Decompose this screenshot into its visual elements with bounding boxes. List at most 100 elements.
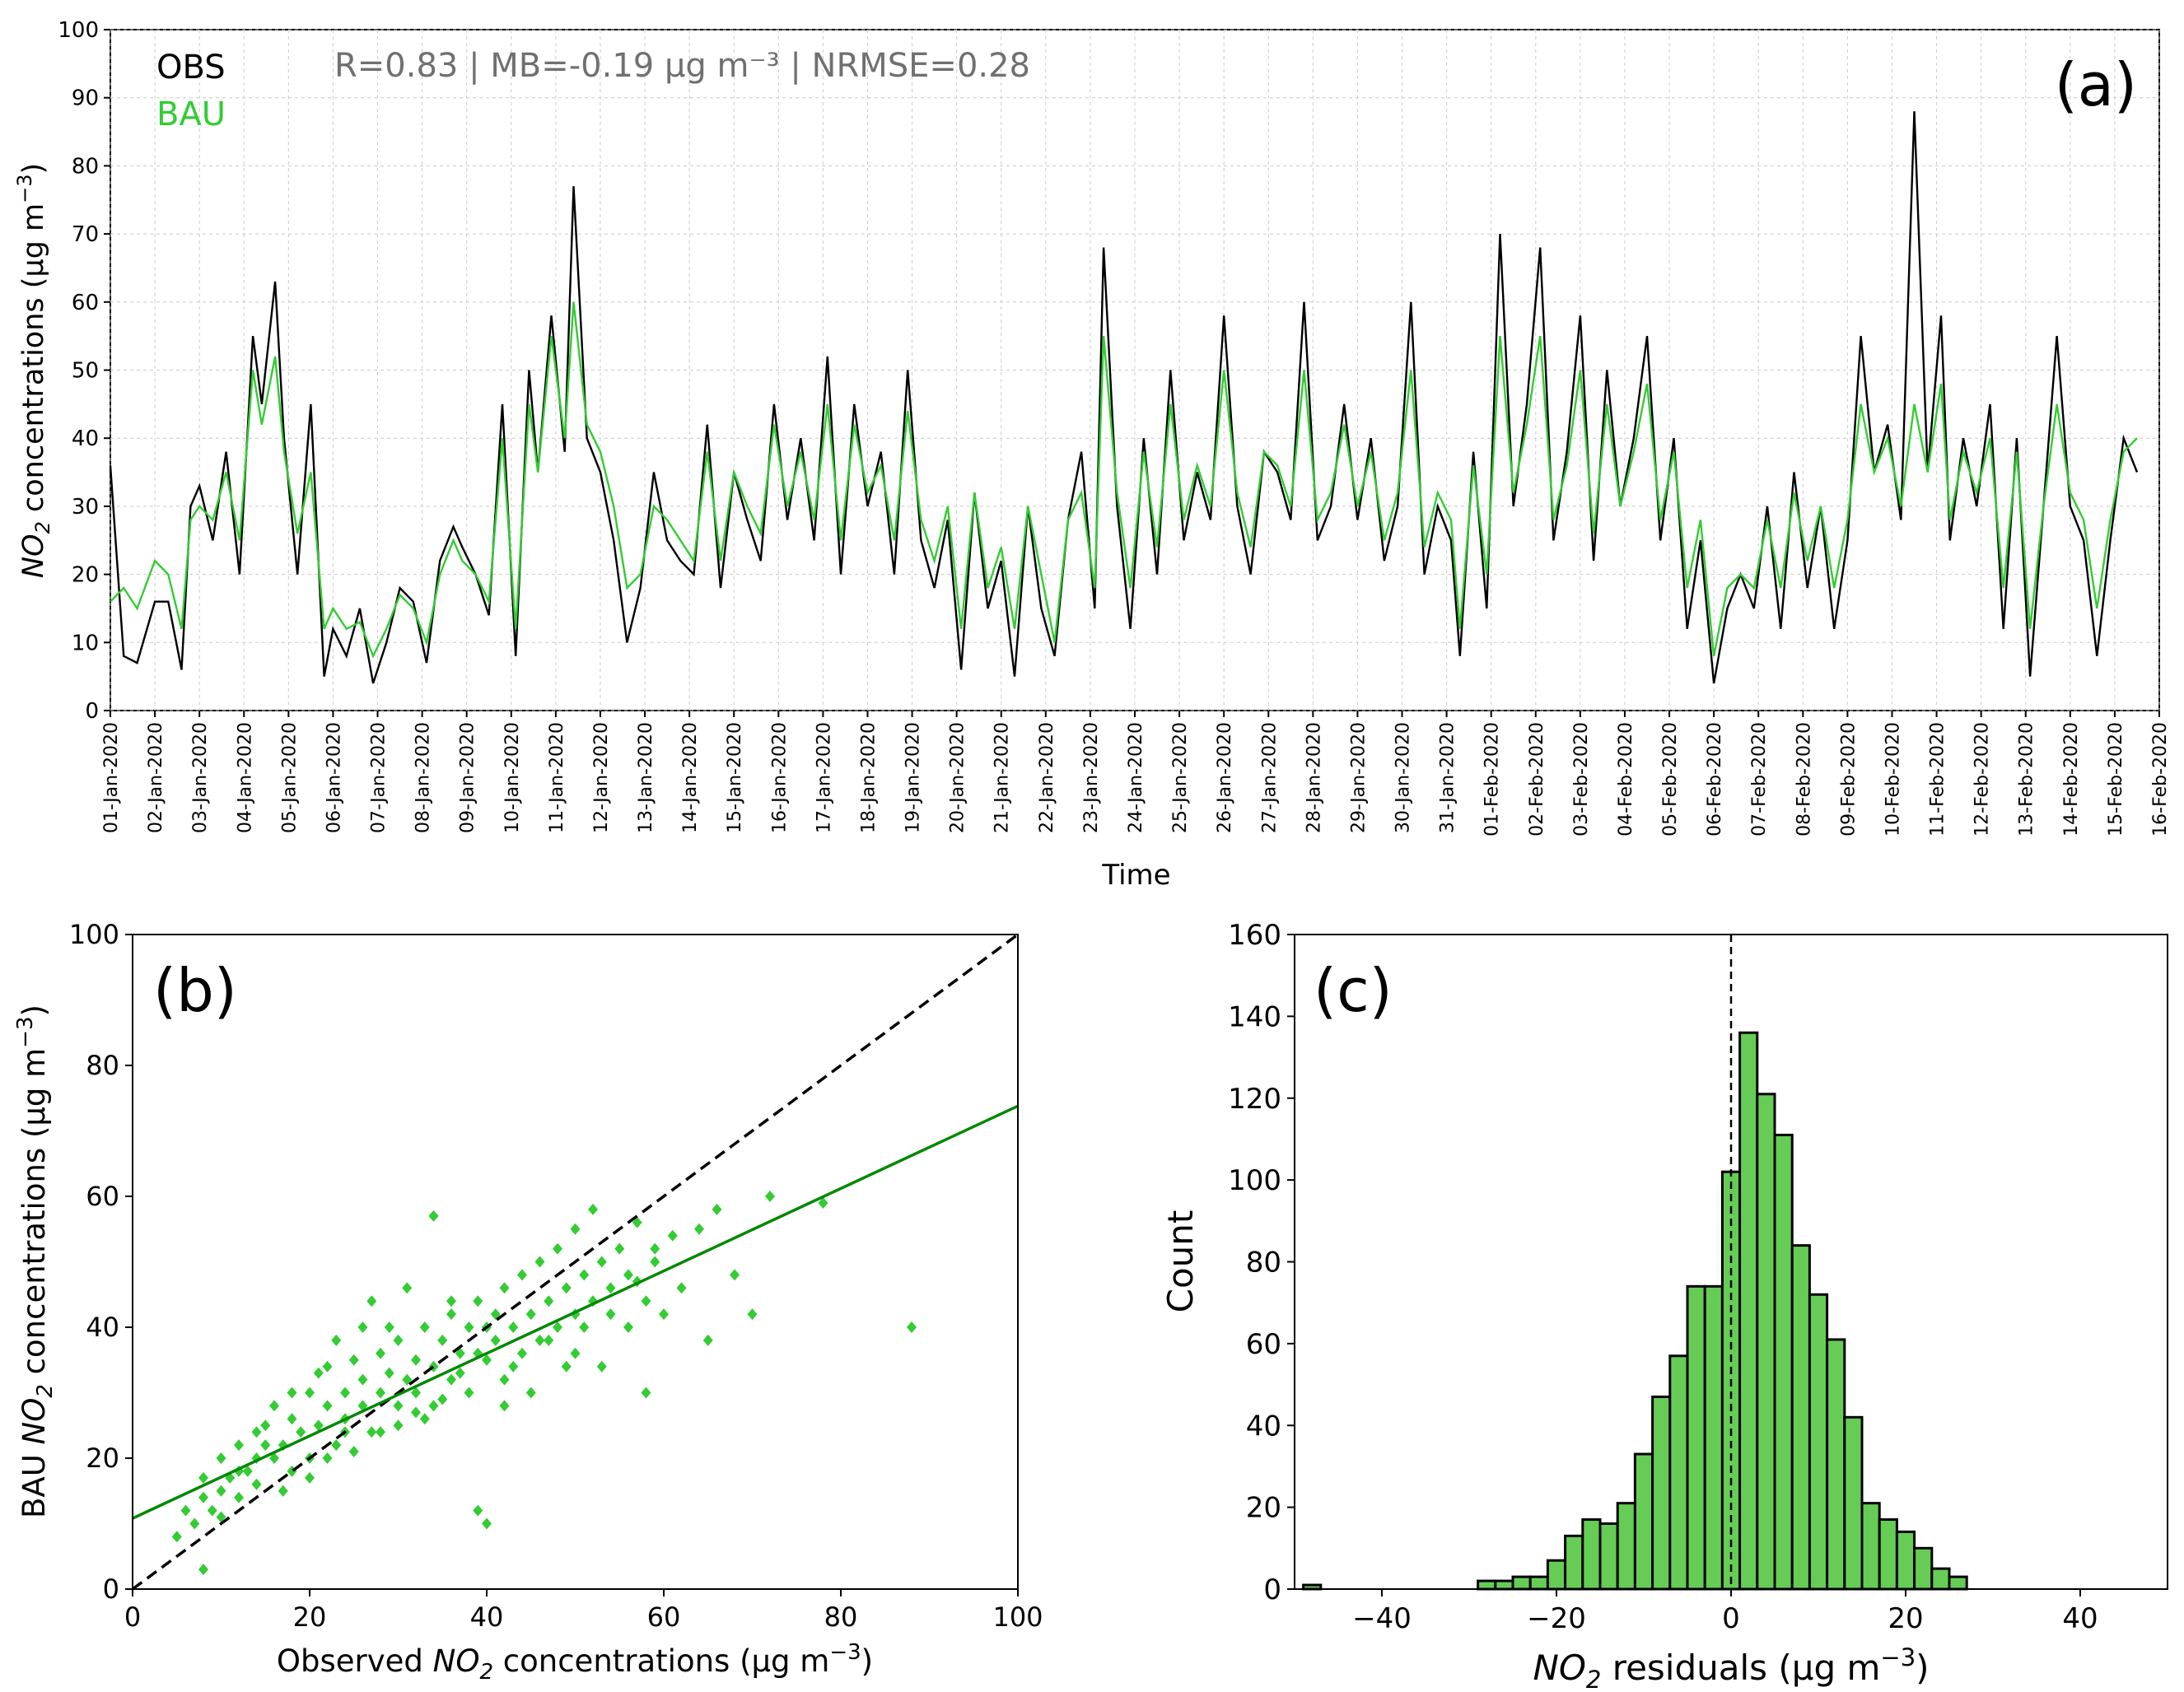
scatter-point-10 [234, 1439, 244, 1452]
histogram-bar-27 [1773, 1133, 1794, 1591]
a-xtick-label-14: 15-Jan-2020 [725, 722, 745, 833]
histogram-bar-11 [1494, 1579, 1514, 1591]
scatter-point-60 [534, 1334, 545, 1346]
c-ytick-label-5: 100 [1228, 1164, 1281, 1197]
scatter-point-6 [216, 1485, 226, 1497]
a-xtick-label-39: 09-Feb-2020 [1838, 722, 1859, 837]
a-xtick-label-10: 11-Jan-2020 [547, 722, 567, 833]
scatter-point-81 [676, 1282, 687, 1294]
a-ytick-label-9: 90 [72, 86, 99, 111]
scatter-point-33 [376, 1387, 385, 1399]
b-ytick-label-5: 100 [69, 919, 119, 950]
scatter-point-57 [517, 1347, 527, 1359]
scatter-point-106 [641, 1387, 651, 1399]
scatter-point-1 [180, 1504, 191, 1517]
c-ytick-label-1: 20 [1246, 1492, 1281, 1525]
panel-c-axes: −40 −20 0 20 40 0 20 40 60 80 100 120 140 160 [1228, 919, 2098, 1635]
a-xtick-label-37: 07-Feb-2020 [1749, 722, 1770, 837]
scatter-point-13 [251, 1478, 262, 1490]
a-ytick-label-10: 100 [58, 18, 99, 43]
scatter-point-64 [553, 1242, 562, 1255]
scatter-point-27 [340, 1387, 350, 1399]
a-xtick-label-11: 12-Jan-2020 [591, 722, 612, 833]
a-xtick-label-22: 23-Jan-2020 [1081, 722, 1102, 833]
panel-label-c: (c) [1314, 956, 1393, 1025]
scatter-point-54 [499, 1282, 510, 1294]
panel-c-histogram: −40 −20 0 20 40 0 20 40 60 80 100 120 140 160 (c) NO2… [1160, 919, 2168, 1692]
scatter-point-45 [446, 1373, 456, 1386]
c-ytick-label-2: 40 [1246, 1410, 1281, 1443]
a-xtick-label-13: 14-Jan-2020 [680, 722, 701, 833]
scatter-point-55 [499, 1373, 510, 1386]
bau-series-line [110, 301, 2138, 659]
a-xtick-label-19: 20-Jan-2020 [948, 722, 968, 833]
c-ytick-label-4: 80 [1246, 1247, 1281, 1279]
scatter-point-123 [490, 1308, 501, 1321]
a-xtick-label-3: 04-Jan-2020 [235, 722, 255, 833]
histogram-bar-25 [1738, 1031, 1759, 1591]
b-xtick-label-1: 20 [293, 1601, 327, 1633]
c-ytick-label-3: 60 [1246, 1328, 1281, 1361]
b-xtick-label-3: 60 [647, 1601, 681, 1633]
histogram-bar-28 [1790, 1244, 1811, 1591]
a-xtick-label-33: 03-Feb-2020 [1571, 722, 1592, 837]
scatter-point-93 [366, 1295, 377, 1307]
scatter-point-82 [694, 1223, 704, 1235]
scatter-point-101 [446, 1295, 456, 1307]
b-ytick-label-4: 80 [86, 1050, 119, 1081]
scatter-point-127 [579, 1321, 590, 1333]
a-xtick-label-43: 13-Feb-2020 [2017, 722, 2037, 837]
scatter-point-43 [428, 1400, 439, 1412]
scatter-point-38 [402, 1373, 413, 1386]
scatter-points [171, 1191, 917, 1576]
a-ytick-label-2: 20 [72, 563, 99, 588]
scatter-point-44 [437, 1334, 448, 1346]
regression-fit-line [132, 1104, 1019, 1520]
scatter-point-78 [650, 1256, 660, 1268]
scatter-point-99 [384, 1321, 394, 1333]
scatter-point-91 [482, 1517, 492, 1530]
a-xtick-label-32: 02-Feb-2020 [1527, 722, 1547, 837]
scatter-point-3 [198, 1491, 208, 1503]
histogram-bar-12 [1511, 1575, 1532, 1591]
scatter-point-104 [570, 1347, 581, 1359]
b-xtick-label-5: 100 [992, 1601, 1043, 1633]
scatter-point-100 [419, 1413, 430, 1425]
scatter-point-77 [641, 1295, 651, 1307]
a-xtick-label-2: 03-Jan-2020 [190, 722, 211, 833]
a-xtick-label-35: 05-Feb-2020 [1660, 722, 1681, 837]
histogram-bar-29 [1808, 1293, 1829, 1591]
c-xtick-label-3: 20 [1888, 1602, 1923, 1635]
a-ytick-label-8: 80 [72, 154, 99, 179]
histogram-bar-33 [1878, 1518, 1898, 1591]
stats-annotation: R=0.83 | MB=-0.19 μg m⁻³ | NRMSE=0.28 [334, 47, 1030, 85]
panel-label-b: (b) [153, 956, 237, 1025]
scatter-point-87 [765, 1191, 775, 1202]
scatter-point-88 [818, 1196, 828, 1209]
scatter-point-48 [464, 1387, 474, 1399]
scatter-point-90 [198, 1564, 208, 1576]
scatter-point-34 [376, 1347, 385, 1359]
a-xtick-label-0: 01-Jan-2020 [101, 722, 122, 833]
a-xtick-label-31: 01-Feb-2020 [1482, 722, 1503, 837]
histogram-bar-32 [1860, 1502, 1881, 1591]
scatter-point-9 [234, 1491, 244, 1503]
scatter-point-112 [251, 1426, 262, 1438]
scatter-point-105 [596, 1360, 607, 1373]
scatter-point-103 [525, 1387, 536, 1399]
a-xtick-label-1: 02-Jan-2020 [146, 722, 166, 833]
c-xtick-label-4: 40 [2062, 1602, 2098, 1635]
a-ytick-label-7: 70 [72, 222, 99, 247]
panel-c-xlabel: NO2 residuals (μg m−3) [1533, 1643, 1929, 1692]
a-xtick-label-15: 16-Jan-2020 [769, 722, 790, 833]
scatter-point-120 [437, 1393, 448, 1405]
a-xtick-label-38: 08-Feb-2020 [1794, 722, 1814, 837]
scatter-point-63 [553, 1321, 562, 1333]
b-ytick-label-2: 40 [86, 1312, 119, 1343]
a-xtick-label-29: 30-Jan-2020 [1393, 722, 1414, 833]
a-xtick-label-18: 19-Jan-2020 [903, 722, 924, 833]
histogram-bar-23 [1703, 1284, 1724, 1591]
scatter-point-56 [508, 1321, 519, 1333]
scatter-point-23 [313, 1419, 324, 1432]
